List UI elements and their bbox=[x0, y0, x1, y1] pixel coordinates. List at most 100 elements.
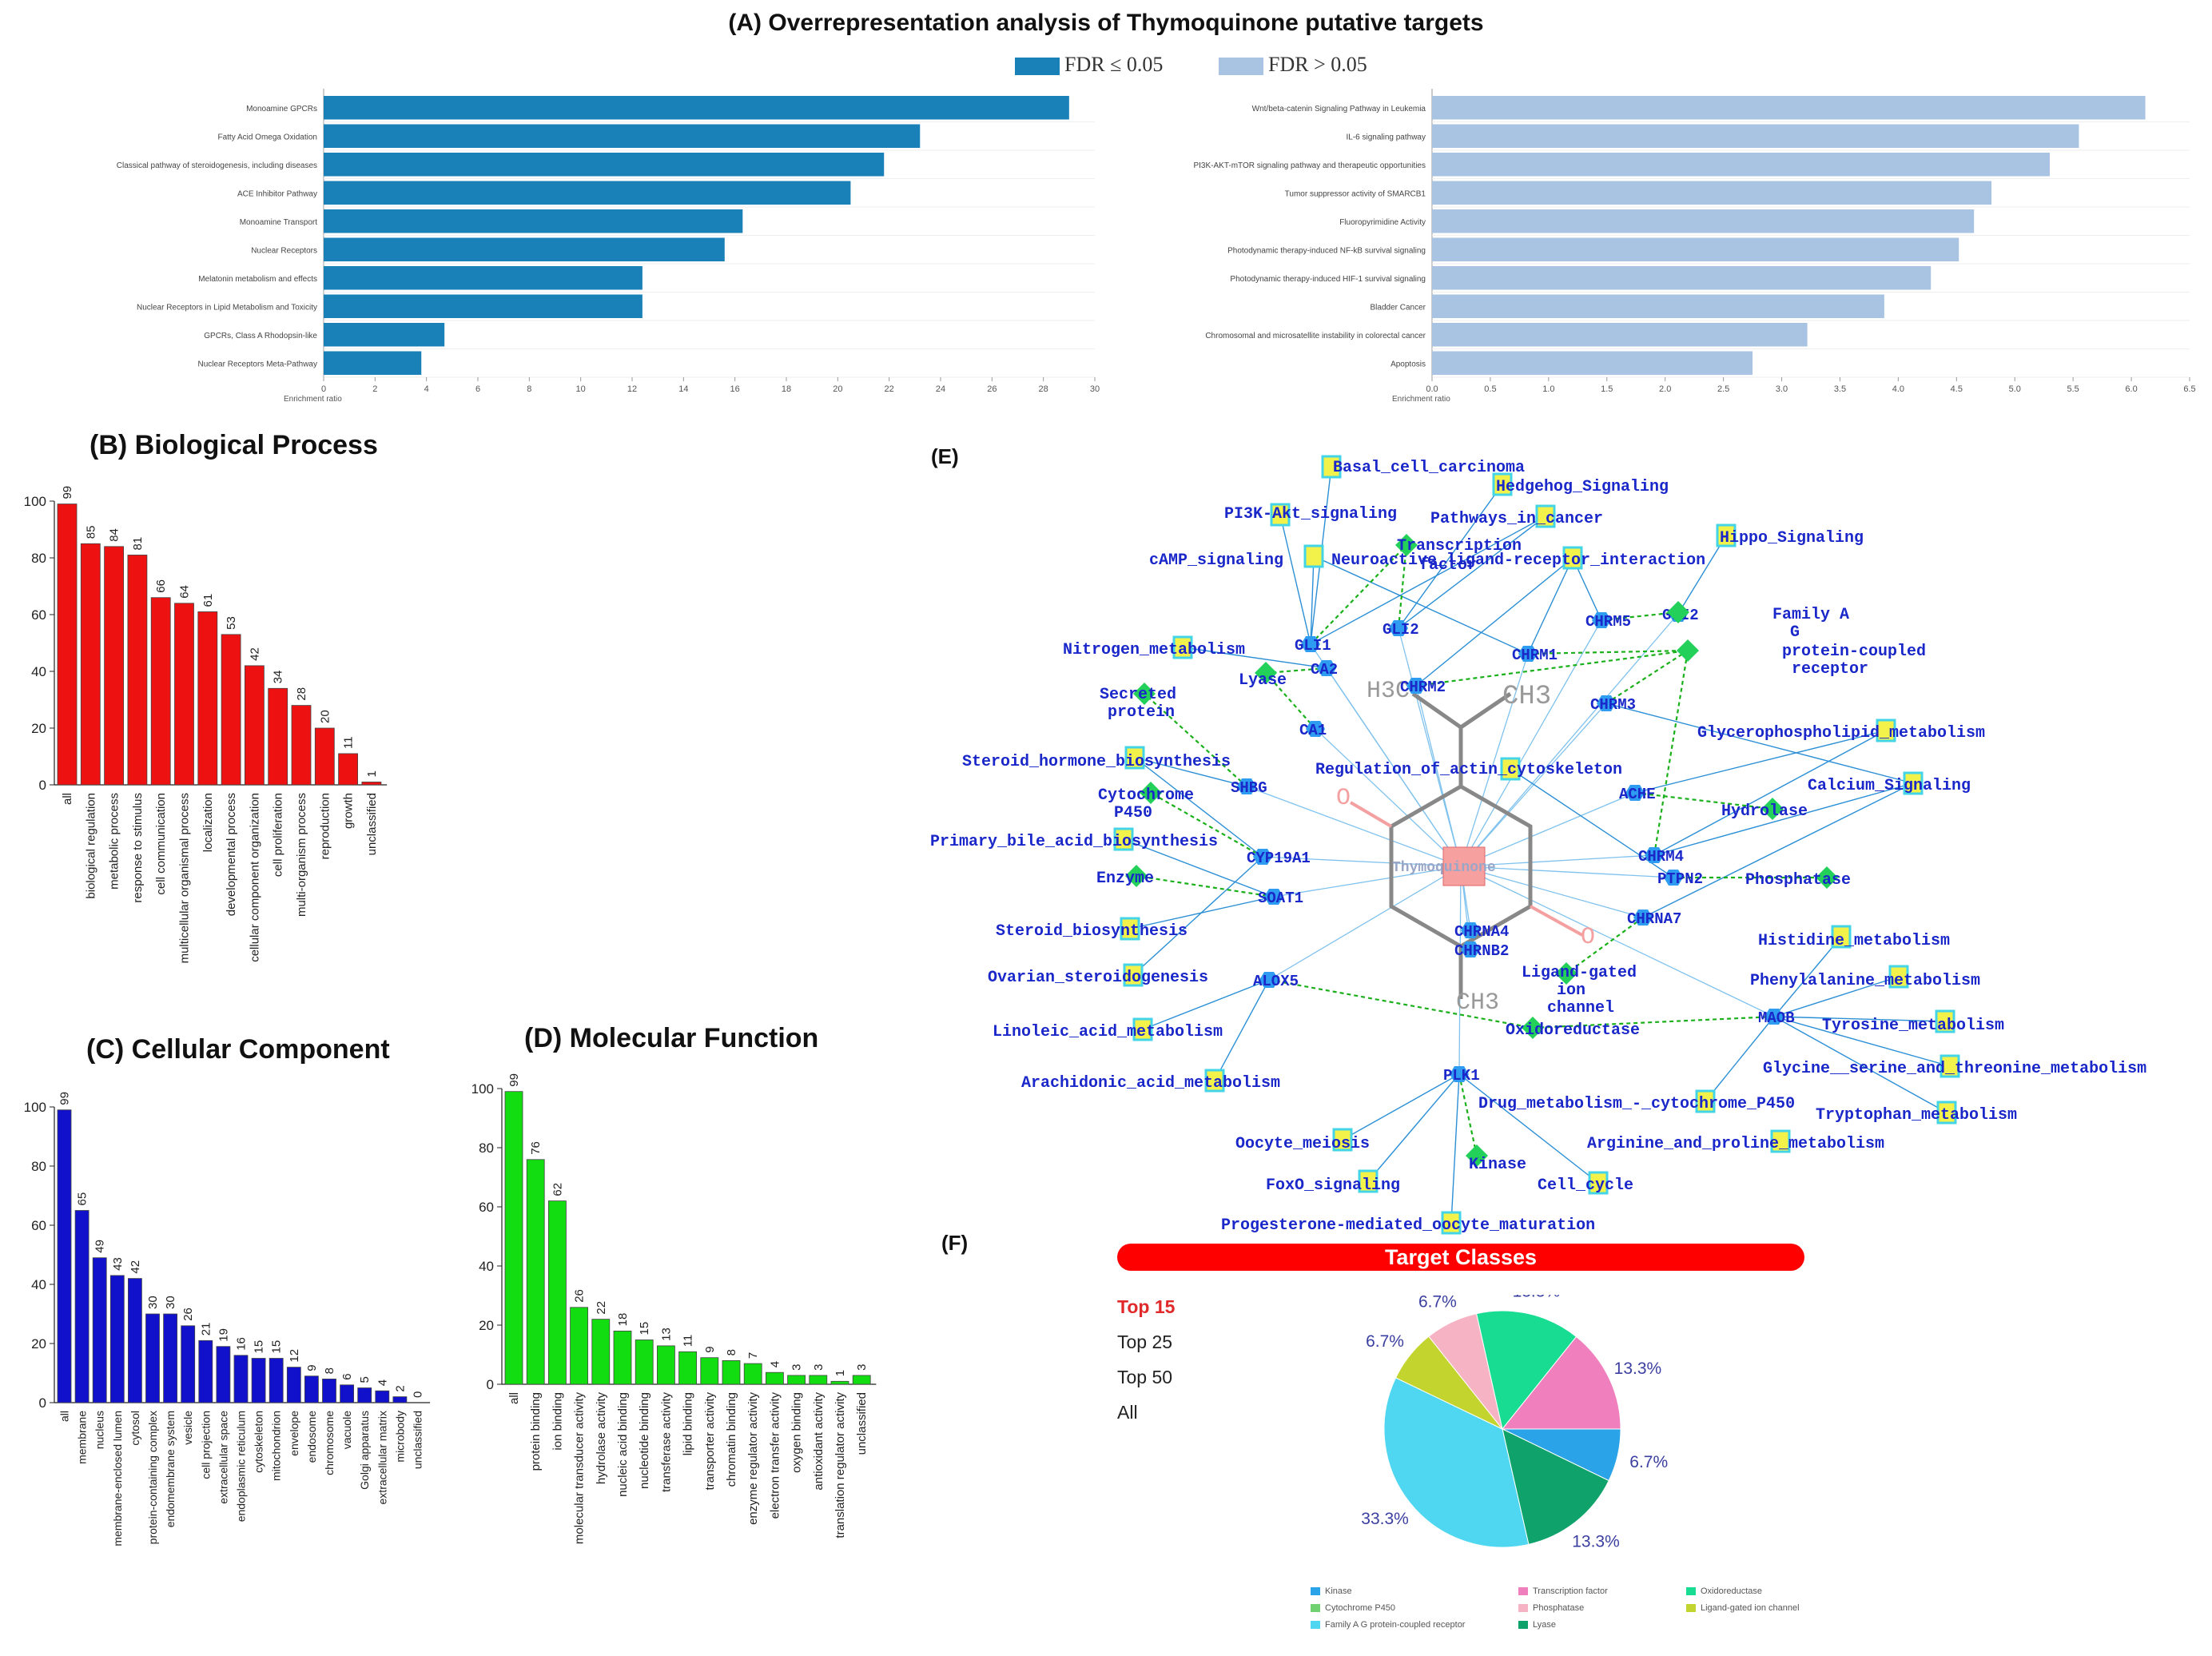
pathway-label: Calcium_Signaling bbox=[1808, 777, 1971, 795]
bar-category-label: all bbox=[507, 1392, 521, 1404]
target-pathway-edge bbox=[1458, 1073, 1599, 1184]
bar-value-label: 1 bbox=[833, 1370, 847, 1376]
bar bbox=[244, 665, 265, 786]
bar bbox=[656, 1345, 675, 1385]
target-node bbox=[1597, 695, 1616, 711]
class-node bbox=[1140, 782, 1162, 804]
pathway-node bbox=[1321, 455, 1342, 479]
hub-edge bbox=[1262, 856, 1462, 867]
chart-a-left: Monoamine GPCRs Fatty Acid Omega Oxidatio… bbox=[117, 89, 1100, 404]
target-pathway-edge bbox=[1773, 1016, 1947, 1113]
bar-category-label: cytosol bbox=[129, 1411, 141, 1446]
tick-label: 30 bbox=[1090, 384, 1100, 394]
bar bbox=[1432, 294, 1884, 318]
bar-category-label: protein binding bbox=[529, 1392, 543, 1471]
tick-label: 14 bbox=[678, 384, 688, 394]
bar bbox=[324, 181, 851, 205]
pathway-label: Linoleic_acid_metabolism bbox=[993, 1023, 1223, 1041]
target-label: GLI2 bbox=[1382, 621, 1419, 639]
axis-label-x: Enrichment ratio bbox=[284, 395, 342, 404]
bar bbox=[635, 1340, 654, 1385]
class-label: ion bbox=[1557, 981, 1585, 1000]
bond bbox=[1411, 691, 1462, 730]
option-all[interactable]: All bbox=[1117, 1402, 1138, 1423]
bar bbox=[743, 1363, 762, 1385]
tick-label: 6 bbox=[475, 384, 480, 394]
bar-category-label: molecular transducer activity bbox=[573, 1392, 587, 1545]
bar bbox=[1432, 323, 1808, 347]
pathway-node bbox=[1358, 1169, 1379, 1193]
hub-edge bbox=[1460, 653, 1529, 867]
tick-label: 22 bbox=[885, 384, 894, 394]
tick-label: 3.5 bbox=[1834, 384, 1846, 394]
bar-category-label: oxygen binding bbox=[790, 1392, 804, 1473]
bar bbox=[57, 504, 78, 786]
pathway-node bbox=[1113, 827, 1134, 851]
tick-label: 12 bbox=[627, 384, 637, 394]
pathway-label: Glycerophospholipid_metabolism bbox=[1697, 724, 1985, 742]
bar-category-label: cell communication bbox=[154, 793, 168, 895]
bar bbox=[286, 1367, 301, 1403]
bar bbox=[340, 1384, 355, 1403]
option-top-50[interactable]: Top 50 bbox=[1117, 1367, 1173, 1387]
bar bbox=[700, 1357, 719, 1385]
legend-fdr-significant: FDR ≤ 0.05 bbox=[1015, 53, 1163, 77]
bar bbox=[613, 1330, 632, 1385]
pie-legend-label: Transcription factor bbox=[1533, 1586, 1608, 1596]
pathway-node bbox=[1172, 635, 1193, 659]
class-node bbox=[1555, 962, 1577, 985]
target-pathway-edge bbox=[1134, 757, 1247, 787]
bar bbox=[198, 1340, 213, 1403]
bar bbox=[526, 1159, 545, 1385]
bar-category-label: all bbox=[58, 1411, 71, 1422]
pathway-label: Histidine_metabolism bbox=[1758, 932, 1950, 950]
bar bbox=[1432, 153, 2050, 177]
target-label: ACHE bbox=[1619, 786, 1656, 803]
class-label: P450 bbox=[1114, 804, 1152, 822]
tick-label: 0 bbox=[39, 778, 46, 793]
target-pathway-edge bbox=[1605, 703, 1914, 784]
bar bbox=[104, 546, 124, 786]
ch3-label: CH3 bbox=[1502, 682, 1551, 712]
target-pathway-edge bbox=[1415, 557, 1573, 687]
option-top-15[interactable]: Top 15 bbox=[1117, 1296, 1176, 1317]
tick-label: 2 bbox=[372, 384, 377, 394]
bar-category-label: PI3K-AKT-mTOR signaling pathway and ther… bbox=[1193, 161, 1426, 170]
bar-category-label: biological regulation bbox=[84, 793, 97, 899]
pathway-label: Nitrogen_metabolism bbox=[1063, 641, 1245, 659]
bar bbox=[324, 351, 422, 375]
pathway-node bbox=[1124, 746, 1145, 770]
bar bbox=[324, 209, 743, 233]
bar-category-label: Nuclear Receptors in Lipid Metabolism an… bbox=[137, 303, 317, 312]
pie-legend-label: Phosphatase bbox=[1533, 1603, 1585, 1613]
panel-d-title: (D) Molecular Function bbox=[524, 1023, 819, 1053]
tick-label: 40 bbox=[31, 1277, 46, 1292]
bar-value-label: 11 bbox=[342, 736, 356, 749]
pathway-node bbox=[1204, 1069, 1225, 1093]
bar-category-label: transporter activity bbox=[703, 1392, 717, 1491]
bar bbox=[269, 1358, 284, 1403]
bar-value-label: 9 bbox=[703, 1346, 717, 1352]
hub-edge bbox=[1398, 627, 1462, 867]
bar bbox=[145, 1313, 160, 1403]
bar bbox=[109, 1275, 125, 1403]
target-pathway-edge bbox=[1773, 1016, 1951, 1067]
bar-value-label: 15 bbox=[253, 1340, 266, 1354]
option-top-25[interactable]: Top 25 bbox=[1117, 1332, 1173, 1352]
class-label: Transcription bbox=[1397, 537, 1522, 555]
bar-value-label: 99 bbox=[58, 1092, 72, 1105]
pie-legend-label: Family A G protein-coupled receptor bbox=[1325, 1620, 1466, 1630]
bar-value-label: 1 bbox=[365, 770, 379, 777]
target-label: CHRNB2 bbox=[1454, 942, 1509, 960]
bar-category-label: Bladder Cancer bbox=[1371, 303, 1426, 312]
target-pathway-edge bbox=[1653, 782, 1914, 856]
bar bbox=[392, 1396, 408, 1403]
legend-swatch-sig bbox=[1015, 58, 1060, 76]
target-label: MAOB bbox=[1758, 1009, 1795, 1027]
pie-legend-swatch bbox=[1311, 1621, 1320, 1630]
ch3-label: H3C bbox=[1367, 678, 1410, 705]
pathway-label: Primary_bile_acid_biosynthesis bbox=[930, 833, 1218, 851]
pie-legend-label: Cytochrome P450 bbox=[1325, 1603, 1396, 1613]
tick-label: 0.0 bbox=[1426, 384, 1438, 394]
class-label: factor bbox=[1419, 556, 1477, 575]
